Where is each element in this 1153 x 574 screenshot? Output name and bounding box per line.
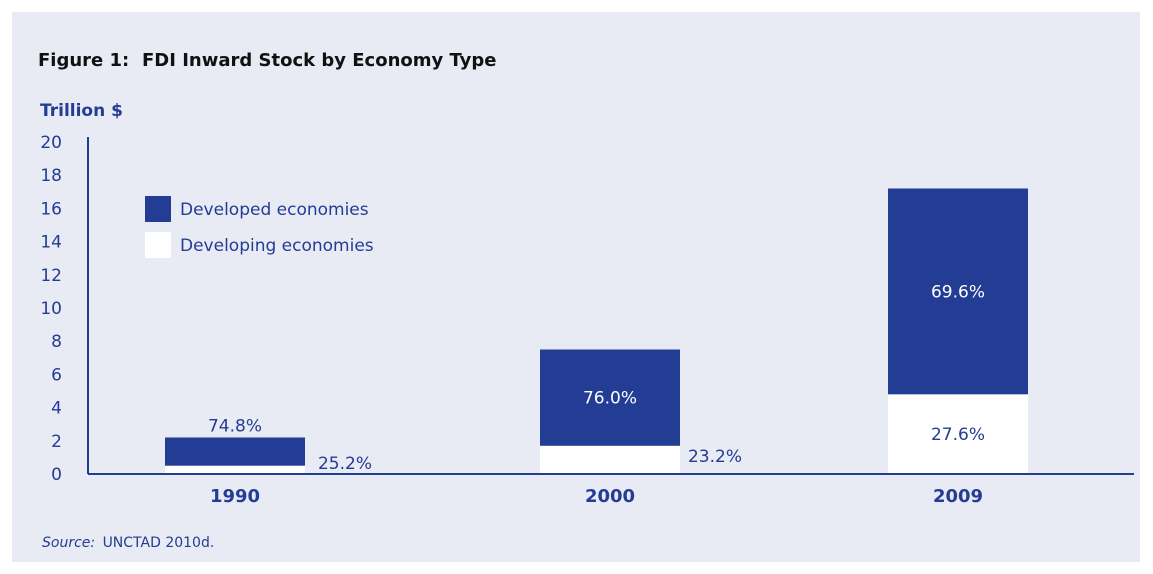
data-labels: 74.8% 25.2% 76.0% 23.2% 69.6% 27.6% bbox=[208, 282, 985, 474]
legend: Developed economies Developing economies bbox=[145, 196, 374, 258]
y-tick-label: 14 bbox=[40, 233, 62, 253]
chart-title: FDI Inward Stock by Economy Type bbox=[142, 50, 496, 71]
data-label-developed-1990: 74.8% bbox=[208, 416, 262, 436]
category-label: 1990 bbox=[210, 486, 260, 507]
bar-developing-2000 bbox=[540, 445, 680, 474]
legend-label-developed: Developed economies bbox=[180, 200, 369, 220]
category-labels: 1990 2000 2009 bbox=[210, 486, 983, 507]
category-label: 2009 bbox=[933, 486, 983, 507]
bar-developed-2009 bbox=[888, 188, 1028, 395]
category-label: 2000 bbox=[585, 486, 635, 507]
bars bbox=[165, 188, 1028, 474]
data-label-developing-2009: 27.6% bbox=[931, 425, 985, 445]
y-tick-label: 16 bbox=[40, 199, 62, 219]
legend-swatch-developing bbox=[145, 232, 171, 258]
y-tick-label: 12 bbox=[40, 266, 62, 286]
y-axis-title: Trillion $ bbox=[40, 101, 123, 121]
data-label-developed-2000: 76.0% bbox=[583, 389, 637, 409]
y-tick-label: 4 bbox=[51, 399, 62, 419]
source-prefix: Source: bbox=[42, 535, 95, 551]
bar-developed-1990 bbox=[165, 437, 305, 466]
bar-developing-2009 bbox=[888, 394, 1028, 474]
y-tick-label: 18 bbox=[40, 166, 62, 186]
legend-label-developing: Developing economies bbox=[180, 236, 374, 256]
y-axis-ticks: 0 2 4 6 8 10 12 14 16 18 20 bbox=[40, 133, 62, 485]
y-tick-label: 6 bbox=[51, 365, 62, 385]
data-label-developing-2000: 23.2% bbox=[688, 447, 742, 467]
y-tick-label: 8 bbox=[51, 332, 62, 352]
chart-panel: Figure 1: FDI Inward Stock by Economy Ty… bbox=[12, 12, 1140, 562]
figure-label: Figure 1: bbox=[38, 50, 129, 71]
y-tick-label: 2 bbox=[51, 432, 62, 452]
source-note: Source: UNCTAD 2010d. bbox=[42, 535, 214, 551]
legend-swatch-developed bbox=[145, 196, 171, 222]
bar-developed-2000 bbox=[540, 349, 680, 446]
source-text: UNCTAD 2010d. bbox=[103, 535, 215, 551]
data-label-developing-1990: 25.2% bbox=[318, 454, 372, 474]
fdi-stacked-bar-chart: Figure 1: FDI Inward Stock by Economy Ty… bbox=[38, 50, 1134, 551]
y-tick-label: 10 bbox=[40, 299, 62, 319]
y-tick-label: 0 bbox=[51, 465, 62, 485]
bar-developing-1990 bbox=[165, 465, 305, 474]
data-label-developed-2009: 69.6% bbox=[931, 282, 985, 302]
y-tick-label: 20 bbox=[40, 133, 62, 153]
